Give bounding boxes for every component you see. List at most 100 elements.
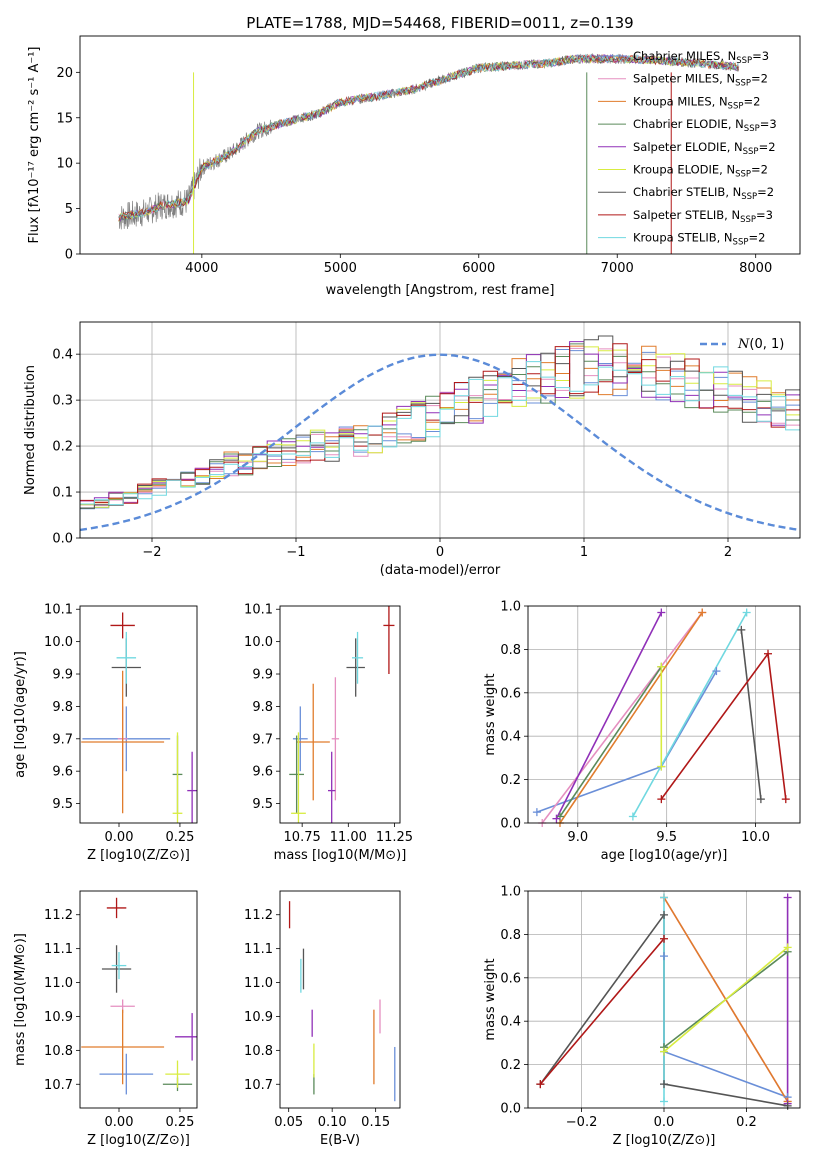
x-tick-label: 4000 — [185, 261, 218, 276]
y-tick-label: 10.0 — [44, 635, 73, 650]
y-tick-label: 0.8 — [500, 643, 521, 658]
y-tick-label: 11.1 — [44, 942, 73, 957]
x-tick-label: 1 — [580, 545, 588, 560]
y-axis-label: age [log10(age/yr)] — [13, 651, 28, 778]
y-axis-label: Flux [fλ10⁻¹⁷ erg cm⁻² s⁻¹ A⁻¹] — [27, 47, 42, 244]
x-tick-label: 5000 — [324, 261, 357, 276]
axes-frame — [79, 605, 198, 824]
y-axis-label: mass weight — [483, 673, 498, 755]
x-axis-label: Z [log10(Z/Z⊙)] — [613, 1133, 716, 1148]
panel-age_vs_mass: 10.75 11.00 11.25 9.5 9.6 9.7 9.8 9.9 10.0 10.1 ma… — [244, 603, 413, 863]
panel-spectrum: 4000 5000 6000 7000 8000 0 5 10 15 20 wavelength [… — [27, 35, 801, 298]
x-axis-label: E(B-V) — [320, 1133, 360, 1148]
x-tick-label: 11.00 — [330, 830, 367, 845]
y-tick-label: 0.0 — [52, 532, 73, 547]
y-axis-label: mass weight — [483, 958, 498, 1040]
x-tick-label: 0.25 — [165, 1115, 194, 1130]
y-tick-label: 0.4 — [500, 730, 521, 745]
y-tick-label: 9.8 — [252, 700, 273, 715]
model-spectrum — [118, 53, 739, 219]
plot-area-age_vs_mass — [289, 606, 395, 823]
y-tick-label: 0.0 — [500, 817, 521, 832]
legend-label: Kroupa ELODIE, NSSP=2 — [633, 163, 768, 180]
legend-label: Chabrier MILES, NSSP=3 — [633, 49, 769, 66]
panel-residual_histogram: −2 −1 0 1 2 0.0 0.1 0.2 0.3 0.4 (data-model)/error… — [23, 321, 801, 578]
y-tick-label: 20 — [56, 66, 73, 81]
x-tick-label: −1 — [286, 545, 305, 560]
y-tick-label: 0.8 — [500, 928, 521, 943]
y-tick-label: 0.0 — [500, 1102, 521, 1117]
panel-weight_vs_Z: −0.2 0.0 0.2 0.0 0.2 0.4 0.6 0.8 1.0 Z [log10(Z/Z… — [483, 885, 801, 1148]
y-tick-label: 10 — [56, 157, 73, 172]
weight-series — [539, 938, 665, 1085]
y-tick-label: 0.2 — [500, 773, 521, 788]
legend-label: Salpeter MILES, NSSP=2 — [633, 72, 768, 89]
y-tick-label: 10.1 — [44, 603, 73, 618]
y-tick-label: 9.8 — [52, 700, 73, 715]
weight-series — [663, 946, 789, 1053]
y-tick-label: 9.7 — [252, 732, 273, 747]
x-tick-label: 2 — [724, 545, 732, 560]
y-tick-label: 10.0 — [244, 635, 273, 650]
weight-series — [536, 670, 718, 813]
y-tick-label: 0.3 — [52, 394, 73, 409]
weight-series — [559, 612, 703, 823]
weight-series — [559, 666, 662, 817]
y-tick-label: 9.9 — [52, 668, 73, 683]
y-tick-label: 10.7 — [244, 1078, 273, 1093]
x-tick-label: 10.0 — [741, 830, 770, 845]
panel-mass_vs_EBV: 0.05 0.10 0.15 10.7 10.8 10.9 11.0 11.1 11.2 E(B-… — [244, 890, 401, 1148]
x-tick-label: 0 — [436, 545, 444, 560]
histogram-series — [80, 361, 800, 538]
x-tick-label: 0.05 — [274, 1115, 303, 1130]
x-axis-label: Z [log10(Z/Z⊙)] — [87, 848, 190, 863]
y-tick-label: 0.6 — [500, 686, 521, 701]
legend-label: Chabrier STELIB, NSSP=2 — [633, 185, 774, 202]
panel-weight_vs_age: 9.0 9.5 10.0 0.0 0.2 0.4 0.6 0.8 1.0 age [log10(a… — [483, 600, 801, 863]
y-tick-label: 10.8 — [44, 1044, 73, 1059]
y-tick-label: 11.2 — [244, 908, 273, 923]
x-axis-label: Z [log10(Z/Z⊙)] — [87, 1133, 190, 1148]
weight-series — [663, 956, 788, 1098]
legend-label: N(0, 1) — [737, 337, 784, 352]
x-tick-label: 9.0 — [567, 830, 588, 845]
weight-series — [740, 629, 762, 800]
x-tick-label: 0.10 — [318, 1115, 347, 1130]
plot-area-mass_vs_EBV — [288, 901, 396, 1102]
histogram-series — [80, 343, 800, 538]
y-tick-label: 10.8 — [244, 1044, 273, 1059]
y-tick-label: 0.1 — [52, 486, 73, 501]
axes-frame — [79, 321, 801, 539]
y-tick-label: 5 — [65, 202, 73, 217]
weight-series — [660, 651, 787, 800]
x-tick-label: −0.2 — [566, 1115, 598, 1130]
normal-reference-curve — [80, 353, 800, 532]
x-tick-label: −2 — [142, 545, 161, 560]
legend-label: Chabrier ELODIE, NSSP=3 — [633, 117, 777, 134]
plot-area-residual_histogram — [80, 322, 800, 538]
x-axis-label: wavelength [Angstrom, rest frame] — [326, 283, 555, 298]
y-axis-label: Normed distribution — [23, 365, 38, 495]
plot-area-age_vs_Z — [81, 612, 197, 823]
legend-label: Salpeter ELODIE, NSSP=2 — [633, 140, 776, 157]
axes-frame — [79, 35, 801, 255]
weight-series — [555, 612, 663, 820]
weight-series — [632, 612, 748, 817]
y-tick-label: 1.0 — [500, 600, 521, 615]
y-tick-label: 0.2 — [500, 1058, 521, 1073]
legend-label: Salpeter STELIB, NSSP=3 — [633, 208, 773, 225]
x-tick-label: 7000 — [601, 261, 634, 276]
y-tick-label: 0.2 — [52, 440, 73, 455]
y-tick-label: 11.1 — [244, 942, 273, 957]
x-tick-label: 6000 — [462, 261, 495, 276]
x-axis-label: age [log10(age/yr)] — [601, 848, 728, 863]
y-tick-label: 10.1 — [244, 603, 273, 618]
figure-title: PLATE=1788, MJD=54468, FIBERID=0011, z=0… — [246, 14, 633, 32]
y-tick-label: 10.9 — [44, 1010, 73, 1025]
y-tick-label: 0.4 — [500, 1015, 521, 1030]
y-tick-label: 9.6 — [252, 765, 273, 780]
y-tick-label: 10.9 — [244, 1010, 273, 1025]
plot-area-weight_vs_age — [528, 606, 800, 823]
